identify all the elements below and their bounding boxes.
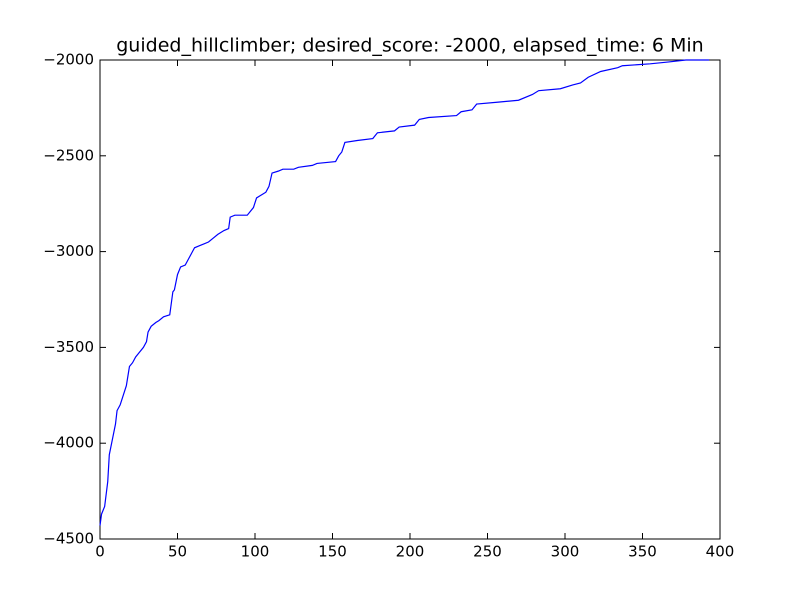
x-tick-label: 200 — [396, 543, 425, 561]
x-tick-label: 0 — [95, 543, 105, 561]
x-tick-label: 350 — [628, 543, 657, 561]
y-tick-label: −2000 — [43, 51, 94, 69]
x-tick-label: 150 — [318, 543, 347, 561]
data-line — [99, 59, 710, 526]
x-tick-label: 250 — [473, 543, 502, 561]
y-tick-label: −2500 — [43, 146, 94, 164]
x-tick-label: 400 — [706, 543, 735, 561]
axes-frame — [99, 59, 721, 540]
y-tick-label: −3000 — [43, 242, 94, 260]
x-tick-label: 300 — [551, 543, 580, 561]
chart-title: guided_hillclimber; desired_score: -2000… — [116, 35, 703, 57]
y-tick-label: −4000 — [43, 434, 94, 452]
y-tick-label: −3500 — [43, 338, 94, 356]
y-tick-label: −4500 — [43, 530, 94, 548]
x-tick-label: 100 — [241, 543, 270, 561]
x-tick-label: 50 — [168, 543, 187, 561]
